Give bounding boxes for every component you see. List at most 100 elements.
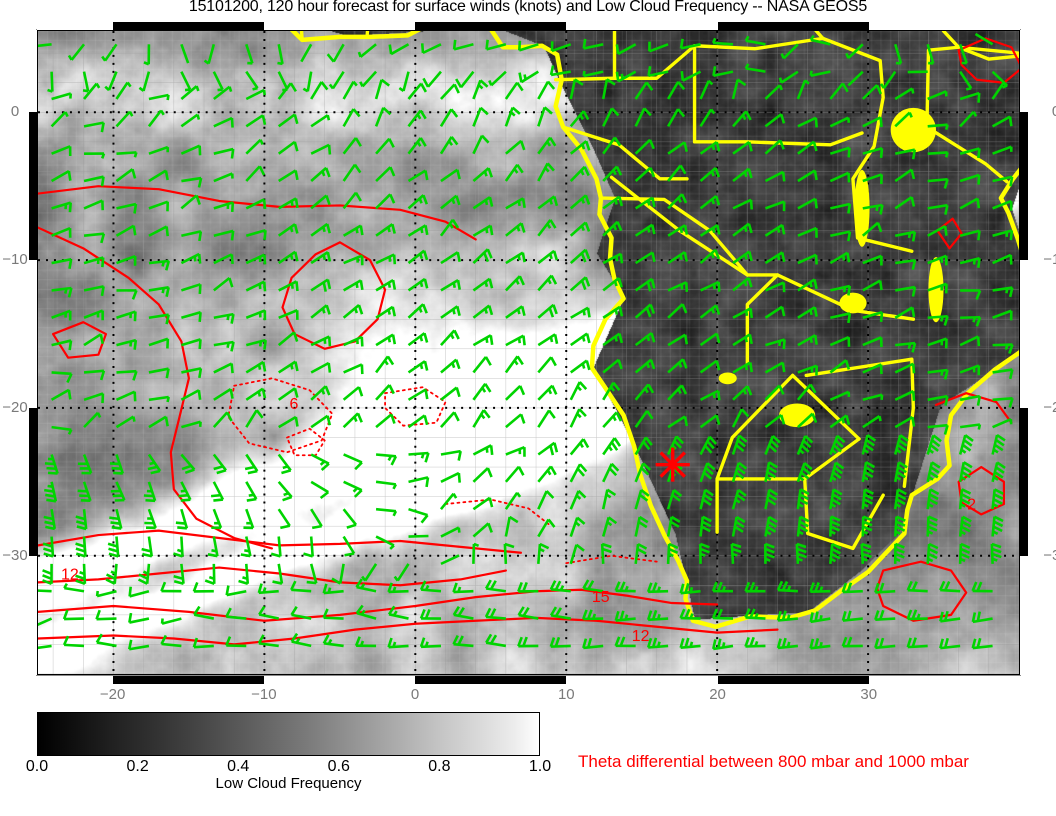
wind-barb [776,637,799,650]
wind-barb [147,109,165,128]
wind-barb [104,71,118,92]
lake-lake-malawi [928,257,944,323]
wind-barb [862,254,883,266]
wind-barb [926,515,938,537]
wind-barb [712,66,734,78]
wind-barb [600,542,612,564]
wind-barb [764,170,786,183]
wind-barb [699,389,721,401]
wind-barb-layer [38,32,1014,651]
wind-barb [537,106,553,127]
y-tick-label-right: −20 [1043,399,1056,417]
wind-barb [310,166,331,183]
wind-barb [192,581,214,593]
wind-barb [51,92,73,101]
wind-barb [974,32,994,46]
wind-barb [667,164,687,182]
wind-barb [796,435,814,455]
y-tick-segment [1020,111,1028,260]
wind-barb [278,197,299,210]
wind-barb [537,274,558,292]
theta-contour-dotted-3 [444,498,553,528]
x-tick-label: −10 [251,686,277,703]
wind-barb [959,110,978,128]
contour-label: 6 [289,396,298,413]
wind-barb [927,254,948,266]
wind-barb [797,334,818,347]
wind-barb [862,146,884,158]
wind-barb [407,137,427,155]
wind-barb [504,275,525,292]
wind-barb [615,70,637,83]
wind-barb [192,637,214,649]
wind-barb [277,480,293,502]
wind-barb [582,70,604,78]
contour-label: 15 [592,589,610,606]
wind-barb [213,85,233,101]
colorbar-tick-label: 0.2 [126,758,149,775]
wind-barb [398,71,410,93]
wind-barb [452,582,474,594]
wind-barb [310,81,329,100]
wind-barb [679,583,701,595]
wind-barb [75,563,87,586]
wind-barb [238,563,250,585]
wind-barb [110,481,126,502]
wind-barb [115,168,137,183]
wind-barb [203,43,216,65]
wind-barb [213,253,234,265]
colorbar-tick-label: 1.0 [528,758,552,775]
wind-barb [277,453,292,475]
wind-barb [245,114,267,128]
wind-barb [407,388,429,401]
wind-barb [419,637,442,649]
wind-barb [829,82,849,100]
wind-barb [375,535,395,550]
national-border-10 [612,31,617,80]
wind-barb [666,515,681,537]
wind-barb [830,284,852,296]
wind-barb [387,637,409,649]
wind-barb [646,609,669,622]
wind-barb [245,387,267,401]
wind-barb [959,423,982,430]
national-border-11 [692,44,864,147]
wind-barb [440,194,461,210]
wind-barb [310,453,330,472]
wind-barb [992,145,1013,155]
wind-barb [829,542,842,564]
wind-barb [797,169,818,183]
wind-barb [484,607,506,620]
wind-barb [602,411,623,429]
wind-barb [116,310,137,322]
wind-barb [895,285,917,297]
wind-barb [180,85,200,100]
wind-barb [115,110,134,128]
wind-barb [472,196,494,210]
wind-barb [47,71,54,93]
wind-barb [51,371,73,384]
wind-barb [387,582,409,594]
wind-barb [361,563,378,582]
wind-barb [992,396,1014,408]
wind-barb [342,508,358,529]
wind-barb [829,515,841,537]
wind-barb [137,563,151,585]
wind-barb [504,465,525,483]
wind-barb [679,38,701,50]
x-tick-segment [112,676,264,684]
wind-barb [440,386,461,401]
wind-barb [731,515,746,537]
wind-barb [116,202,138,214]
wind-barb [569,276,591,292]
wind-barb [407,303,428,319]
wind-barb [549,65,571,77]
wind-barb [213,229,235,241]
wind-barb [245,338,267,350]
wind-barb [893,542,905,564]
wind-barb [505,139,526,155]
wind-barb [505,197,526,210]
wind-barb [764,515,778,537]
x-tick-segment [415,22,567,30]
wind-barb [310,143,332,155]
